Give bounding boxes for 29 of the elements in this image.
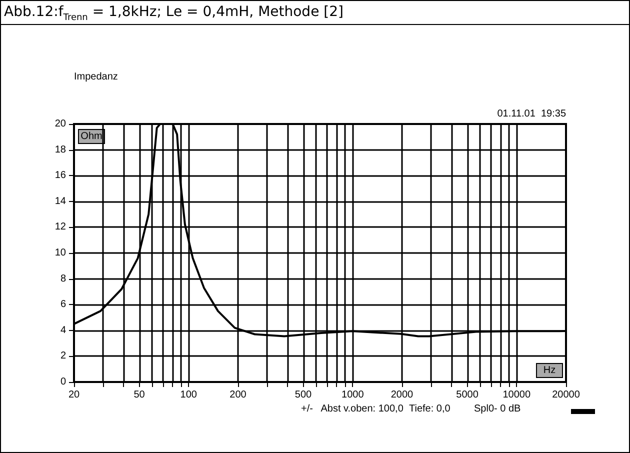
x-tick-label: 20 xyxy=(68,390,80,400)
y-tick-label: 18 xyxy=(54,144,66,156)
y-tick-label: 8 xyxy=(60,273,66,284)
x-tick-label: 500 xyxy=(294,390,312,400)
text: +/- Abst v.oben: 100,0 xyxy=(301,404,404,414)
x-tick-label: 5000 xyxy=(456,390,479,400)
y-tick-label: 6 xyxy=(60,299,66,310)
y-axis-title: Ohm xyxy=(80,131,102,142)
text: 01.11.01 19:35 xyxy=(497,108,566,120)
x-tick-label: 10000 xyxy=(502,390,531,400)
y-tick-label: 20 xyxy=(54,118,66,130)
x-tick-label: 1000 xyxy=(342,390,364,400)
y-tick-label: 14 xyxy=(54,196,66,207)
x-tick-label: 2000 xyxy=(390,390,414,400)
text: Spl0- 0 dB xyxy=(474,404,522,414)
x-tick-label: 200 xyxy=(230,390,247,400)
x-tick-label: 20000 xyxy=(552,390,580,400)
y-tick-label: 2 xyxy=(60,350,66,362)
y-tick-label: 10 xyxy=(54,248,66,258)
x-tick-label: 50 xyxy=(134,390,146,400)
text: Tiefe: 0,0 xyxy=(409,404,451,414)
y-tick-label: 0 xyxy=(60,376,66,388)
x-tick-label: 100 xyxy=(180,390,198,400)
chart-subtitle: Impedanz xyxy=(74,72,118,82)
y-tick-label: 4 xyxy=(60,324,66,336)
y-tick-label: 16 xyxy=(54,170,66,182)
chart-title: Abb.12:f$_{Trenn}$ = 1,8kHz; Le = 0,4mH, Methode [2] xyxy=(1,1,629,25)
x-axis-title: Hz xyxy=(543,365,556,376)
y-tick-label: 12 xyxy=(54,222,66,233)
